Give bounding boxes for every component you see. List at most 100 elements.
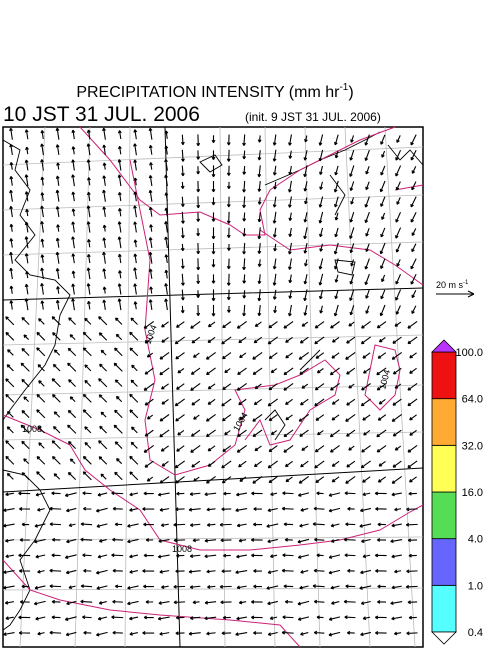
wind-arrow [64,492,77,497]
wind-arrow [37,569,45,574]
wind-arrow [331,601,340,605]
wind-arrow [334,227,339,238]
wind-arrow [254,321,262,327]
wind-arrow [395,305,401,315]
wind-arrow [35,492,46,497]
wind-arrow [314,398,325,407]
wind-arrow [148,189,153,202]
wind-arrow [51,615,61,620]
wind-arrow [236,444,247,453]
wind-arrow [97,554,108,559]
wind-arrow [66,600,77,606]
wind-arrow [331,476,340,483]
wind-arrow [192,352,200,358]
wind-arrow [158,539,170,543]
wind-arrow [24,159,29,171]
colorbar-label: 4.0 [468,534,483,546]
wind-arrow [211,242,216,255]
isobar-7 [394,184,424,191]
wind-arrow [196,304,201,317]
wind-arrow [318,211,324,224]
wind-arrow [5,393,15,403]
wind-arrow [303,150,308,161]
wind-arrow [157,492,170,497]
isobar-2 [129,159,341,476]
wind-arrow [226,243,231,251]
wind-arrow [303,165,308,178]
wind-arrow [287,180,293,193]
wind-arrow [350,197,355,205]
wind-arrow [25,271,29,279]
wind-arrow [365,181,370,191]
wind-arrow [285,414,293,421]
wind-arrow [176,553,185,558]
wind-arrow [189,554,201,558]
wind-arrow [55,237,60,248]
wind-arrow [102,162,107,170]
init-time: (init. 9 JST 31 JUL. 2006) [245,110,381,124]
wind-arrow [315,476,325,483]
wind-arrow [392,336,402,344]
wind-arrow [6,472,14,480]
wind-arrow [207,321,216,328]
wind-arrow [238,398,247,406]
colorbar-label: 64.0 [462,394,483,406]
wind-arrow [237,367,247,376]
wind-arrow [144,367,154,375]
wind-arrow [83,506,92,511]
wind-arrow [142,507,155,511]
wind-arrow [24,236,29,249]
wind-arrow [117,159,122,171]
wind-arrow [117,130,122,140]
wind-arrow [40,221,44,233]
wind-arrow [102,189,106,202]
wind-arrow [252,351,263,360]
wind-arrow [395,227,402,239]
wind-arrow [35,616,46,621]
wind-arrow [176,383,185,390]
wind-arrow [251,615,263,620]
wind-arrow [149,286,153,294]
wind-arrow [53,411,61,418]
wind-arrow [148,251,153,264]
wind-arrow [180,165,185,177]
wind-arrow [313,599,325,604]
wind-arrow [253,584,262,589]
wind-arrow [267,569,278,575]
wind-arrow [221,476,232,484]
wind-arrow [362,352,371,359]
wind-arrow [211,304,216,317]
wind-arrow [67,471,77,481]
wind-arrow [71,253,76,264]
wind-arrow [117,253,122,264]
wind-arrow [300,570,309,574]
wind-arrow [175,615,185,620]
wind-arrow [236,616,247,621]
wind-arrow [149,224,153,232]
wind-arrow [68,379,76,387]
wind-arrow [115,395,123,403]
wind-arrow [316,491,324,496]
wind-arrow [52,425,61,434]
wind-arrow [9,285,14,294]
wind-arrow [25,208,29,217]
wind-arrow [272,289,277,300]
wind-arrow [221,569,232,574]
wind-arrow [98,440,108,450]
wind-arrow [133,239,138,248]
wind-arrow [164,158,168,171]
wind-arrow [36,409,46,419]
wind-arrow [82,347,92,357]
wind-arrow [98,538,107,543]
wind-arrow [71,221,76,233]
wind-arrow [390,538,403,544]
wind-arrow [319,227,324,238]
wind-arrow [204,616,217,621]
wind-arrow [100,349,107,356]
wind-arrow [285,336,293,343]
wind-arrow [314,445,325,453]
wind-arrow [180,181,185,189]
wind-arrow [251,553,263,558]
wind-arrow [252,429,263,438]
wind-arrow [144,398,154,406]
